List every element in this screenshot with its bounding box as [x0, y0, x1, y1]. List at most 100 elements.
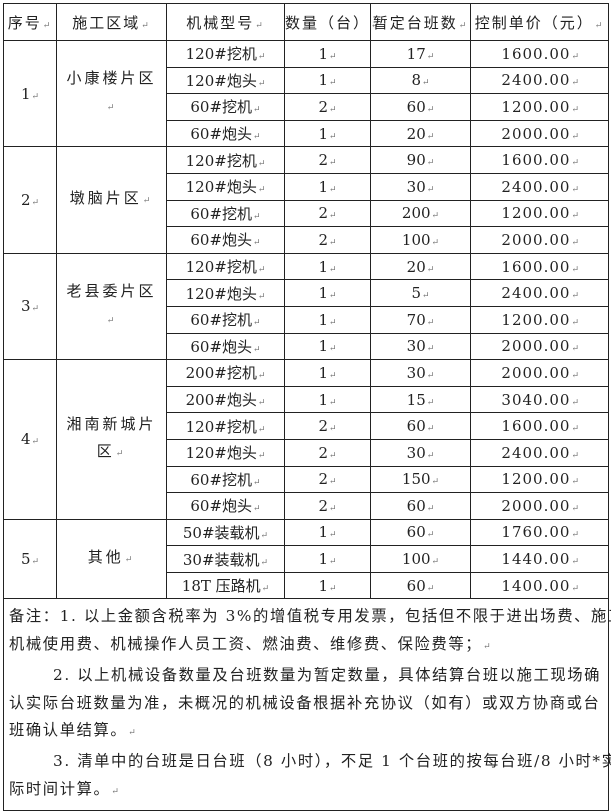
- quantity-cell-text: 1: [318, 337, 336, 355]
- header-quantity: 数量（台）: [284, 3, 371, 41]
- quantity-cell-text: 2: [318, 470, 336, 488]
- note-line: 班确认单结算。: [9, 717, 604, 748]
- quantity-cell: 1: [284, 332, 371, 361]
- model-cell: 200#挖机: [166, 359, 285, 387]
- note-line: 3. 清单中的台班是日台班（8 小时），不足 1 个台班的按每台班/8 小时*实: [9, 748, 611, 776]
- shifts-cell-text: 60: [407, 98, 435, 116]
- unit-price-cell: 2000.00: [470, 359, 609, 387]
- table-row: 60#炮头 2 60 2000.00: [4, 492, 609, 520]
- quantity-cell-text: 1: [318, 71, 336, 89]
- model-cell-text: 120#炮头: [186, 178, 266, 196]
- quantity-cell: 1: [284, 172, 371, 201]
- model-cell: 120#挖机: [166, 40, 285, 68]
- index-cell: 3: [3, 252, 57, 361]
- unit-price-cell-text: 1600.00: [501, 151, 580, 169]
- unit-price-cell: 1200.00: [470, 465, 609, 494]
- index-cell-text: 3: [21, 297, 39, 315]
- model-cell-text: 50#装载机: [183, 524, 268, 542]
- unit-price-cell: 1600.00: [470, 40, 609, 68]
- unit-price-cell-text: 2000.00: [501, 364, 580, 382]
- note-line: 认实际台班数量为准，未概况的机械设备根据补充协议（如有）或双方协商或台: [9, 690, 604, 718]
- model-cell: 120#挖机: [166, 146, 285, 174]
- shifts-cell: 20: [370, 252, 471, 281]
- model-cell-text: 120#炮头: [186, 285, 266, 303]
- index-cell-text: 1: [21, 85, 39, 103]
- area-cell-text: 老县委片区: [66, 282, 156, 327]
- shifts-cell: 8: [370, 66, 471, 95]
- shifts-cell-text: 60: [407, 497, 435, 515]
- quantity-cell-text: 1: [318, 45, 336, 63]
- unit-price-cell-text: 2400.00: [501, 284, 580, 302]
- shifts-cell: 20: [370, 119, 471, 148]
- shifts-cell: 100: [370, 226, 471, 254]
- unit-price-cell-text: 2000.00: [501, 125, 580, 143]
- note-line: 2. 以上机械设备数量及台班数量为暂定数量，具体结算台班以施工现场确: [9, 662, 604, 690]
- model-cell: 60#挖机: [166, 305, 285, 334]
- model-cell: 60#炮头: [166, 119, 285, 148]
- header-area: 施工区域: [56, 3, 167, 41]
- quantity-cell-text: 1: [318, 577, 336, 595]
- quantity-cell: 2: [284, 226, 371, 254]
- unit-price-cell-text: 2000.00: [501, 497, 580, 515]
- quantity-cell: 2: [284, 465, 371, 494]
- quantity-cell: 1: [284, 518, 371, 547]
- quantity-cell: 2: [284, 438, 371, 467]
- model-cell: 200#炮头: [166, 385, 285, 414]
- model-cell: 60#炮头: [166, 226, 285, 254]
- model-cell-text: 60#挖机: [190, 311, 260, 329]
- shifts-cell-text: 30: [407, 444, 435, 462]
- unit-price-cell-text: 1200.00: [501, 98, 580, 116]
- index-cell-text: 5: [21, 550, 39, 568]
- shifts-cell: 15: [370, 385, 471, 414]
- note-text: 班确认单结算。: [9, 721, 137, 739]
- shifts-cell-text: 90: [407, 151, 435, 169]
- area-cell: 湘南新城片区: [56, 359, 167, 520]
- index-cell: 1: [3, 39, 57, 148]
- machinery-price-table: 序号施工区域机械型号数量（台）暂定台班数控制单价（元） 1 小康楼片区 120#挖机…: [3, 3, 611, 811]
- table-row: 60#挖机 1 70 1200.00: [4, 305, 609, 334]
- note-text: 3. 清单中的台班是日台班（8 小时），不足 1 个台班的按每台班/8 小时*实: [53, 751, 611, 770]
- shifts-cell: 60: [370, 571, 471, 600]
- unit-price-cell: 1400.00: [470, 571, 609, 600]
- unit-price-cell-text: 1200.00: [501, 311, 580, 329]
- quantity-cell-text: 1: [318, 364, 336, 382]
- quantity-cell-text: 1: [318, 125, 336, 143]
- quantity-cell: 1: [284, 119, 371, 148]
- model-cell-text: 60#挖机: [190, 205, 260, 223]
- header-row: 序号施工区域机械型号数量（台）暂定台班数控制单价（元）: [3, 3, 609, 41]
- quantity-cell: 1: [284, 279, 371, 307]
- unit-price-cell: 2000.00: [470, 492, 609, 520]
- quantity-cell: 2: [284, 492, 371, 520]
- unit-price-cell-text: 3040.00: [501, 391, 580, 409]
- shifts-cell-text: 30: [407, 178, 435, 196]
- header-model: 机械型号: [166, 3, 285, 41]
- model-cell-text: 200#炮头: [186, 391, 266, 409]
- note-text: 际时间计算。: [9, 780, 121, 798]
- index-cell: 4: [3, 359, 57, 520]
- quantity-cell-text: 2: [318, 497, 336, 515]
- unit-price-cell: 2400.00: [470, 438, 609, 467]
- table-row: 4 湘南新城片区 200#挖机 1 30 2000.00: [3, 359, 609, 520]
- table-row: 60#挖机 2 150 1200.00: [4, 465, 609, 494]
- unit-price-cell: 1200.00: [470, 93, 609, 121]
- unit-price-cell-text: 1200.00: [501, 204, 580, 222]
- model-cell-text: 200#挖机: [186, 364, 266, 382]
- quantity-cell-text: 1: [318, 311, 336, 329]
- unit-price-cell-text: 1400.00: [501, 577, 580, 595]
- unit-price-cell: 2000.00: [470, 119, 609, 148]
- shifts-cell: 60: [370, 412, 471, 440]
- model-cell-text: 120#挖机: [186, 45, 266, 63]
- quantity-cell-text: 2: [318, 417, 336, 435]
- table-row: 1 小康楼片区 120#挖机 1 17 1600.00: [3, 39, 609, 148]
- shifts-cell: 150: [370, 465, 471, 494]
- model-cell: 120#炮头: [166, 438, 285, 467]
- table-row: 120#炮头 1 8 2400.00: [4, 66, 609, 95]
- unit-price-cell: 2000.00: [470, 226, 609, 254]
- quantity-cell-text: 2: [318, 98, 336, 116]
- model-cell-text: 18T 压路机: [182, 577, 269, 595]
- model-cell: 120#炮头: [166, 279, 285, 307]
- shifts-cell-text: 15: [407, 391, 435, 409]
- model-cell: 120#挖机: [166, 252, 285, 281]
- model-cell: 60#炮头: [166, 492, 285, 520]
- note-text: 机械使用费、机械操作人员工资、燃油费、维修费、保险费等；: [9, 635, 492, 653]
